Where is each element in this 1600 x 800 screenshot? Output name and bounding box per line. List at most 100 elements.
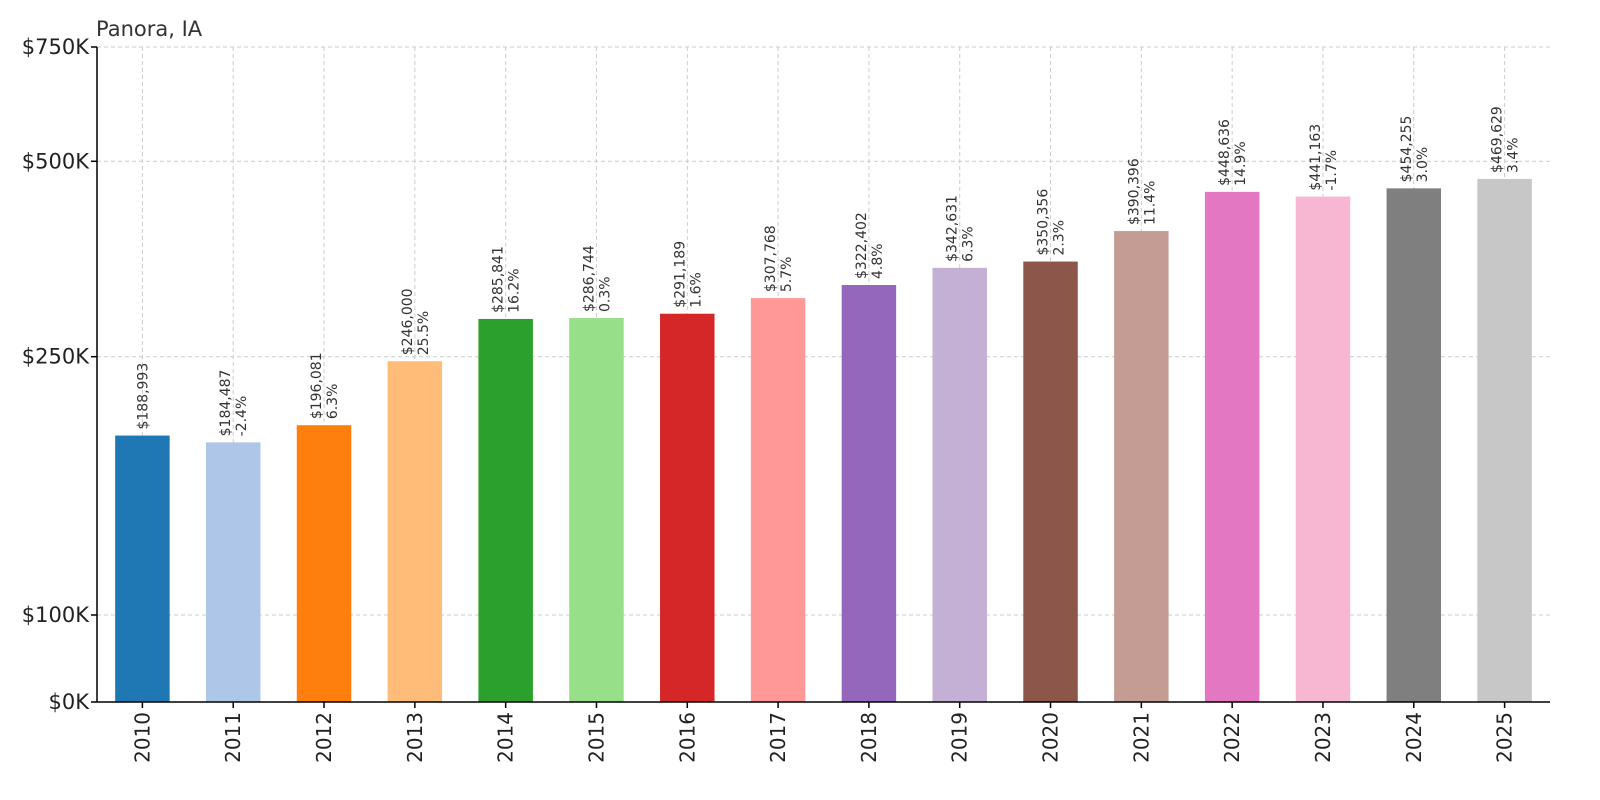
bar <box>1114 231 1169 702</box>
bar <box>569 318 624 702</box>
bar-value-label: $246,000 <box>400 288 416 355</box>
bar <box>1023 261 1078 702</box>
bar <box>841 285 897 702</box>
x-axis: 2010 2011 2012 2013 2014 2015 2016 2017 2018 2019… <box>97 701 1550 763</box>
bar-value-label: $196,081 <box>309 352 325 419</box>
bar-label: $390,396 11.4% <box>1126 158 1158 225</box>
x-tick-label: 2012 <box>312 712 336 763</box>
x-tick-label: 2025 <box>1493 712 1517 763</box>
chart-title: Panora, IA <box>96 17 203 41</box>
x-tick-text: 2019 <box>948 712 972 763</box>
bar-change-label: 5.7% <box>779 257 795 293</box>
x-tick-text: 2011 <box>221 712 245 763</box>
bar-value-label: $285,841 <box>491 246 507 313</box>
bar <box>1204 191 1260 702</box>
bars <box>115 178 1532 702</box>
bar-change-label: 4.8% <box>870 243 886 279</box>
x-tick-text: 2017 <box>766 712 790 763</box>
x-tick-text: 2023 <box>1311 712 1335 763</box>
bar-label: $322,402 4.8% <box>854 212 886 279</box>
x-tick-label: 2017 <box>766 712 790 763</box>
bar-change-label: -2.4% <box>234 396 250 437</box>
y-axis: $0K $100K $250K $500K $750K <box>22 35 98 714</box>
bar-change-label: 16.2% <box>507 268 523 312</box>
bar <box>478 318 533 702</box>
bar <box>115 435 170 702</box>
bar-value-label: $322,402 <box>854 212 870 279</box>
bar-label: $454,255 3.0% <box>1399 116 1431 183</box>
x-tick-text: 2010 <box>130 712 154 763</box>
bar-label: $184,487 -2.4% <box>218 370 250 437</box>
bar-value-label: $291,189 <box>672 241 688 308</box>
bar-value-label: $448,636 <box>1217 119 1233 186</box>
bar-value-label: $184,487 <box>218 370 234 437</box>
bar-value-label: $342,631 <box>945 195 961 262</box>
bar-label: $246,000 25.5% <box>400 288 432 355</box>
bar-change-label: 3.0% <box>1415 147 1431 183</box>
x-tick-text: 2020 <box>1039 712 1063 763</box>
bar-labels: $188,993 $184,487 -2.4% $196,081 6.3%$246,00… <box>135 106 1521 436</box>
bar <box>1477 178 1532 702</box>
bar <box>660 313 715 702</box>
x-tick-label: 2021 <box>1129 712 1153 763</box>
x-tick-text: 2013 <box>403 712 427 763</box>
bar <box>205 442 261 702</box>
x-tick-text: 2024 <box>1402 712 1426 763</box>
bar-value-label: $188,993 <box>135 363 151 430</box>
bar <box>1386 188 1442 702</box>
y-tick-label: $100K <box>22 603 90 627</box>
bar-label: $285,841 16.2% <box>491 246 523 313</box>
x-tick-text: 2025 <box>1493 712 1517 763</box>
bar <box>296 425 352 702</box>
x-tick-label: 2023 <box>1311 712 1335 763</box>
x-tick-label: 2014 <box>494 712 518 763</box>
bar-label: $188,993 <box>135 363 151 430</box>
y-tick-label: $750K <box>22 35 90 59</box>
x-tick-label: 2015 <box>584 712 608 763</box>
y-tick-label: $0K <box>49 690 91 714</box>
bar <box>1295 196 1351 702</box>
bar-label: $196,081 6.3% <box>309 352 341 419</box>
bar-value-label: $286,744 <box>581 245 597 312</box>
bar-change-label: 14.9% <box>1233 141 1249 185</box>
bar-label: $441,163 -1.7% <box>1308 124 1340 191</box>
y-tick-label: $250K <box>22 345 90 369</box>
bar-label: $469,629 3.4% <box>1490 106 1522 173</box>
bar-change-label: 1.6% <box>688 272 704 308</box>
bar-change-label: 6.3% <box>325 384 341 420</box>
x-tick-label: 2018 <box>857 712 881 763</box>
bar-change-label: 0.3% <box>597 276 613 312</box>
x-tick-text: 2016 <box>675 712 699 763</box>
bar-change-label: 25.5% <box>416 311 432 355</box>
bar-value-label: $350,356 <box>1036 189 1052 256</box>
x-tick-label: 2019 <box>948 712 972 763</box>
bar-label: $350,356 2.3% <box>1036 189 1068 256</box>
bar-change-label: 3.4% <box>1506 137 1522 173</box>
bar <box>750 298 806 702</box>
x-tick-text: 2015 <box>584 712 608 763</box>
bar-label: $342,631 6.3% <box>945 195 977 262</box>
bar-value-label: $454,255 <box>1399 116 1415 183</box>
bar-value-label: $441,163 <box>1308 124 1324 191</box>
bar-label: $448,636 14.9% <box>1217 119 1249 186</box>
x-tick-label: 2013 <box>403 712 427 763</box>
x-tick-label: 2024 <box>1402 712 1426 763</box>
bar-value-label: $469,629 <box>1490 106 1506 173</box>
x-tick-label: 2010 <box>130 712 154 763</box>
bar-label: $291,189 1.6% <box>672 241 704 308</box>
x-tick-text: 2021 <box>1129 712 1153 763</box>
bar-change-label: -1.7% <box>1324 150 1340 191</box>
bar-label: $307,768 5.7% <box>763 225 795 292</box>
bar <box>932 267 987 702</box>
bar-change-label: 2.3% <box>1052 220 1068 256</box>
x-tick-label: 2016 <box>675 712 699 763</box>
x-tick-label: 2020 <box>1039 712 1063 763</box>
x-tick-text: 2012 <box>312 712 336 763</box>
bar-change-label: 11.4% <box>1142 181 1158 225</box>
bar-label: $286,744 0.3% <box>581 245 613 312</box>
bar-change-label: 6.3% <box>961 226 977 262</box>
x-tick-text: 2014 <box>494 712 518 763</box>
bar-value-label: $307,768 <box>763 225 779 292</box>
x-tick-label: 2011 <box>221 712 245 763</box>
